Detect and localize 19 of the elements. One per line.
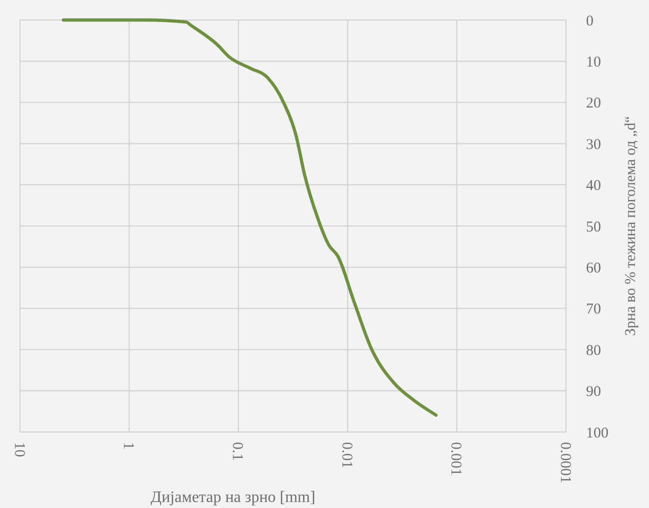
x-tick-label: 0.1 [229, 442, 246, 461]
x-tick-label: 1 [120, 442, 136, 450]
y-tick-label: 80 [586, 342, 601, 359]
y-tick-label: 60 [586, 260, 601, 276]
y-tick-label: 70 [586, 302, 601, 318]
y-tick-label: 40 [586, 178, 601, 194]
x-axis-title: Дијаметар на зрно [mm] [150, 489, 316, 506]
y-tick-label: 50 [586, 219, 601, 236]
x-tick-label: 0.001 [448, 442, 464, 476]
y-tick-label: 20 [586, 96, 601, 112]
x-tick-label: 0.0001 [556, 442, 573, 484]
y-tick-label: 30 [586, 136, 601, 153]
y-tick-label: 10 [586, 54, 601, 70]
y-axis-title: Зрна во % тежина поголема од „d“ [623, 116, 639, 336]
y-tick-label: 90 [586, 384, 601, 400]
y-tick-label: 100 [586, 425, 608, 442]
y-tick-label: 0 [586, 13, 594, 30]
x-tick-label: 0.01 [338, 442, 354, 468]
x-tick-label: 10 [10, 442, 27, 457]
